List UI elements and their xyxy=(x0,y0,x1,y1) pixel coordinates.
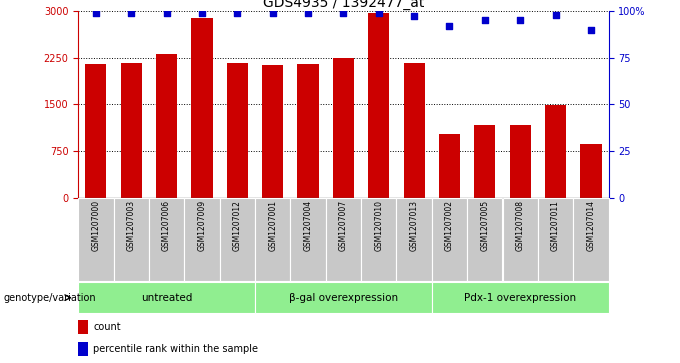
Bar xyxy=(297,64,319,198)
Point xyxy=(444,23,455,29)
FancyBboxPatch shape xyxy=(220,198,255,281)
FancyBboxPatch shape xyxy=(538,198,573,281)
FancyBboxPatch shape xyxy=(290,198,326,281)
FancyBboxPatch shape xyxy=(432,282,609,313)
Text: GSM1207000: GSM1207000 xyxy=(91,200,101,252)
Text: GSM1207011: GSM1207011 xyxy=(551,200,560,251)
Point xyxy=(161,10,172,16)
Text: GSM1207002: GSM1207002 xyxy=(445,200,454,251)
Point xyxy=(303,10,313,16)
Bar xyxy=(439,134,460,198)
Point xyxy=(585,26,596,32)
Point xyxy=(267,10,278,16)
Text: GSM1207003: GSM1207003 xyxy=(126,200,136,252)
Bar xyxy=(509,125,531,198)
Bar xyxy=(78,320,88,334)
Title: GDS4935 / 1392477_at: GDS4935 / 1392477_at xyxy=(262,0,424,10)
Text: GSM1207007: GSM1207007 xyxy=(339,200,348,252)
Point xyxy=(338,10,349,16)
FancyBboxPatch shape xyxy=(255,198,290,281)
FancyBboxPatch shape xyxy=(255,282,432,313)
Bar xyxy=(545,105,566,198)
Text: GSM1207006: GSM1207006 xyxy=(162,200,171,252)
FancyBboxPatch shape xyxy=(78,198,114,281)
Bar xyxy=(191,19,213,198)
Text: percentile rank within the sample: percentile rank within the sample xyxy=(93,344,258,354)
Point xyxy=(232,10,243,16)
Point xyxy=(409,13,420,19)
Bar xyxy=(580,144,602,198)
Bar xyxy=(474,125,496,198)
FancyBboxPatch shape xyxy=(149,198,184,281)
Bar xyxy=(333,58,354,198)
Text: GSM1207004: GSM1207004 xyxy=(303,200,313,252)
Text: GSM1207005: GSM1207005 xyxy=(480,200,490,252)
FancyBboxPatch shape xyxy=(396,198,432,281)
FancyBboxPatch shape xyxy=(573,198,609,281)
FancyBboxPatch shape xyxy=(184,198,220,281)
Bar xyxy=(368,13,390,198)
Point xyxy=(479,17,490,23)
Point xyxy=(550,12,561,17)
Text: β-gal overexpression: β-gal overexpression xyxy=(289,293,398,303)
Text: GSM1207008: GSM1207008 xyxy=(515,200,525,251)
FancyBboxPatch shape xyxy=(114,198,149,281)
Point xyxy=(373,10,384,16)
Bar xyxy=(403,63,425,198)
Point xyxy=(90,10,101,16)
Bar xyxy=(226,63,248,198)
Text: GSM1207010: GSM1207010 xyxy=(374,200,384,251)
FancyBboxPatch shape xyxy=(432,198,467,281)
Bar xyxy=(120,63,142,198)
Text: count: count xyxy=(93,322,120,332)
Point xyxy=(197,10,207,16)
Text: GSM1207012: GSM1207012 xyxy=(233,200,242,251)
Point xyxy=(126,10,137,16)
Bar xyxy=(262,65,284,198)
Text: untreated: untreated xyxy=(141,293,192,303)
FancyBboxPatch shape xyxy=(467,198,503,281)
FancyBboxPatch shape xyxy=(326,198,361,281)
Bar xyxy=(156,54,177,198)
Text: genotype/variation: genotype/variation xyxy=(3,293,96,303)
FancyBboxPatch shape xyxy=(503,198,538,281)
Text: GSM1207001: GSM1207001 xyxy=(268,200,277,251)
FancyBboxPatch shape xyxy=(361,198,396,281)
Bar xyxy=(85,64,107,198)
Text: GSM1207013: GSM1207013 xyxy=(409,200,419,251)
Text: GSM1207009: GSM1207009 xyxy=(197,200,207,252)
Text: Pdx-1 overexpression: Pdx-1 overexpression xyxy=(464,293,576,303)
Bar xyxy=(78,342,88,356)
Text: GSM1207014: GSM1207014 xyxy=(586,200,596,251)
FancyBboxPatch shape xyxy=(78,282,255,313)
Point xyxy=(515,17,526,23)
